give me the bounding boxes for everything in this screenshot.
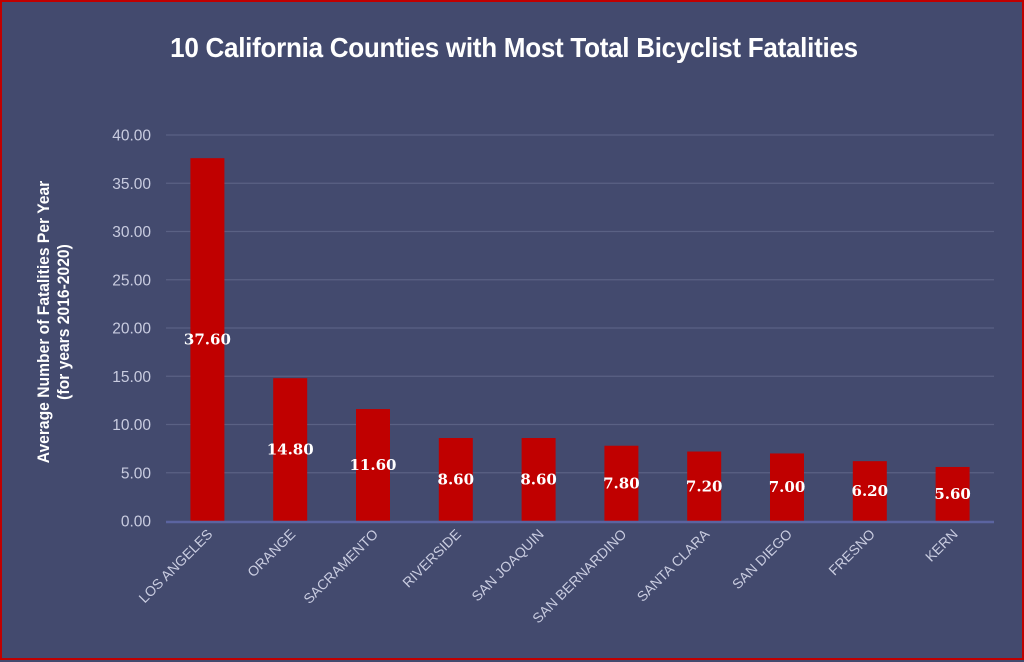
y-tick-label: 10.00	[112, 417, 151, 434]
data-label: 7.00	[769, 478, 806, 496]
data-label: 5.60	[934, 485, 971, 503]
bar	[273, 378, 308, 521]
bar	[687, 451, 722, 521]
x-tick-label: KERN	[922, 526, 961, 565]
y-tick-label: 20.00	[112, 321, 151, 338]
data-label: 7.80	[603, 474, 640, 492]
x-tick-label: SAN BERNARDINO	[529, 526, 630, 627]
y-tick-label: 0.00	[121, 514, 152, 531]
bar	[770, 453, 804, 521]
data-label: 37.60	[184, 331, 231, 349]
chart-title: 10 California Counties with Most Total B…	[170, 32, 858, 63]
x-tick-label: SAN JOAQUIN	[468, 526, 546, 604]
x-tick-label: RIVERSIDE	[399, 526, 464, 591]
data-label: 7.20	[686, 477, 723, 495]
y-tick-label: 40.00	[112, 128, 151, 145]
bar	[852, 461, 887, 521]
bars	[190, 158, 970, 521]
data-label: 14.80	[267, 441, 314, 459]
data-label: 11.60	[350, 456, 397, 474]
x-axis-ticks: LOS ANGELES ORANGE SACRAMENTO RIVERSIDE SAN …	[135, 525, 960, 626]
bar	[356, 409, 390, 521]
x-tick-label: ORANGE	[244, 526, 298, 580]
x-tick-label: LOS ANGELES	[135, 526, 215, 606]
x-tick-label: SACRAMENTO	[300, 526, 381, 607]
bar	[935, 466, 970, 521]
x-tick-label: SAN DIEGO	[729, 526, 795, 592]
y-tick-label: 30.00	[112, 224, 151, 241]
y-tick-label: 5.00	[121, 465, 152, 482]
bar	[604, 445, 639, 521]
y-axis-ticks: 0.00 5.00 10.00 15.00 20.00 25.00 30.00 35.00 40…	[112, 128, 151, 531]
x-tick-label: SANTA CLARA	[634, 525, 713, 604]
data-label: 8.60	[520, 471, 557, 489]
data-labels: 37.60 14.80 11.60 8.60 8.60 7.80 7.20 7.00 6.20 5…	[184, 331, 971, 503]
x-tick-label: FRESNO	[825, 526, 878, 579]
bar	[438, 438, 473, 521]
y-tick-label: 35.00	[112, 176, 151, 193]
bar	[521, 438, 556, 521]
bar	[190, 158, 225, 521]
data-label: 8.60	[438, 471, 475, 489]
data-label: 6.20	[852, 482, 889, 500]
y-tick-label: 25.00	[112, 272, 151, 289]
y-tick-label: 15.00	[112, 369, 151, 386]
